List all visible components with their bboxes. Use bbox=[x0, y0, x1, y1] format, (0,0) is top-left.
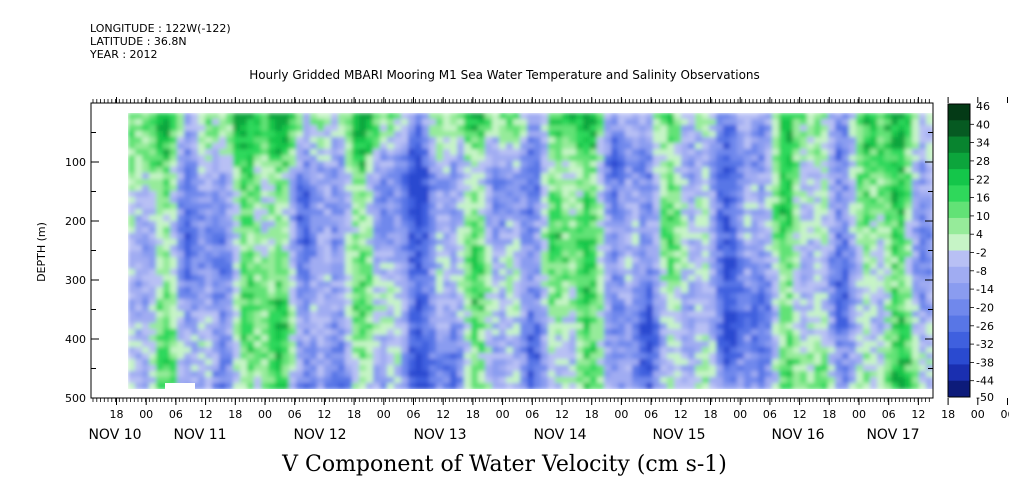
x-hour-label: 06 bbox=[288, 408, 302, 421]
x-hour-label: 00 bbox=[971, 408, 985, 421]
x-hour-label: 12 bbox=[436, 408, 450, 421]
colorbar-label: -26 bbox=[976, 320, 994, 333]
colorbar-band bbox=[948, 283, 970, 300]
x-hour-label: 18 bbox=[941, 408, 955, 421]
x-hour-label: 00 bbox=[139, 408, 153, 421]
y-tick-label: 100 bbox=[65, 156, 86, 169]
x-hour-label: 06 bbox=[525, 408, 539, 421]
colorbar-band bbox=[948, 201, 970, 219]
colorbar-band bbox=[948, 217, 970, 235]
x-date-label: NOV 12 bbox=[293, 427, 346, 443]
x-hour-label: 00 bbox=[258, 408, 272, 421]
x-hour-label: 18 bbox=[347, 408, 361, 421]
colorbar-label: 34 bbox=[976, 137, 990, 150]
y-axis-label: DEPTH (m) bbox=[35, 222, 48, 282]
colorbar-label: 4 bbox=[976, 228, 983, 241]
x-hour-label: 06 bbox=[882, 408, 896, 421]
colorbar-band bbox=[948, 234, 970, 251]
colorbar-label: 22 bbox=[976, 173, 990, 186]
colorbar-band bbox=[948, 266, 970, 284]
x-hour-label: 12 bbox=[199, 408, 213, 421]
x-date-label: NOV 11 bbox=[173, 427, 226, 443]
colorbar-label: 40 bbox=[976, 118, 990, 131]
colorbar-band bbox=[948, 136, 970, 154]
colorbar-band bbox=[948, 299, 970, 317]
x-hour-label: 18 bbox=[585, 408, 599, 421]
longitude-label: LONGITUDE : 122W(-122) bbox=[90, 22, 231, 35]
x-hour-label: 06 bbox=[407, 408, 421, 421]
x-hour-label: 18 bbox=[466, 408, 480, 421]
x-hour-label: 06 bbox=[1001, 408, 1009, 421]
colorbar-label: -50 bbox=[976, 391, 994, 404]
colorbar-label: 46 bbox=[976, 100, 990, 113]
x-hour-label: 18 bbox=[110, 408, 124, 421]
colorbar-band bbox=[948, 104, 970, 121]
x-date-label: NOV 15 bbox=[652, 427, 705, 443]
x-hour-label: 00 bbox=[377, 408, 391, 421]
latitude-label: LATITUDE : 36.8N bbox=[90, 35, 187, 48]
x-hour-label: 00 bbox=[614, 408, 628, 421]
colorbar-band bbox=[948, 250, 970, 268]
x-hour-label: 12 bbox=[317, 408, 331, 421]
x-date-label: NOV 14 bbox=[533, 427, 586, 443]
colorbar-band bbox=[948, 120, 970, 137]
colorbar: 46 40 34 28 22 16 10 4 -2 -8 -14 -20 -26 -32 -38 -44 -50 bbox=[947, 100, 994, 404]
colorbar-label: 28 bbox=[976, 155, 990, 168]
colorbar-band bbox=[948, 348, 970, 365]
colorbar-label: -8 bbox=[976, 265, 987, 278]
colorbar-label: -2 bbox=[976, 247, 987, 260]
heatmap-area bbox=[128, 113, 933, 389]
y-tick-label: 200 bbox=[65, 215, 86, 228]
colorbar-label: 16 bbox=[976, 192, 990, 205]
colorbar-label: 10 bbox=[976, 210, 990, 223]
chart-subtitle: V Component of Water Velocity (cm s-1) bbox=[282, 452, 727, 477]
colorbar-band bbox=[948, 364, 970, 382]
x-hour-label: 12 bbox=[674, 408, 688, 421]
year-label: YEAR : 2012 bbox=[90, 48, 158, 61]
y-tick-label: 300 bbox=[65, 274, 86, 287]
x-hour-label: 12 bbox=[911, 408, 925, 421]
colorbar-band bbox=[948, 380, 970, 398]
colorbar-band bbox=[948, 185, 970, 203]
x-hour-label: 18 bbox=[228, 408, 242, 421]
colorbar-band bbox=[948, 315, 970, 333]
x-hour-label: 12 bbox=[793, 408, 807, 421]
colorbar-band bbox=[948, 169, 970, 186]
x-hour-label: 06 bbox=[169, 408, 183, 421]
x-date-label: NOV 16 bbox=[771, 427, 824, 443]
x-hour-label: 00 bbox=[496, 408, 510, 421]
x-date-label: NOV 10 bbox=[88, 427, 141, 443]
y-tick-label: 400 bbox=[65, 333, 86, 346]
colorbar-label: -38 bbox=[976, 356, 994, 369]
colorbar-band bbox=[948, 331, 970, 349]
x-hour-label: 12 bbox=[555, 408, 569, 421]
chart-title: Hourly Gridded MBARI Mooring M1 Sea Wate… bbox=[249, 68, 760, 82]
y-tick-label: 500 bbox=[65, 392, 86, 405]
x-date-label: NOV 17 bbox=[866, 427, 919, 443]
x-hour-label: 00 bbox=[733, 408, 747, 421]
x-hour-label: 00 bbox=[852, 408, 866, 421]
colorbar-band bbox=[948, 152, 970, 170]
colorbar-label: -44 bbox=[976, 375, 994, 388]
x-date-label: NOV 13 bbox=[413, 427, 466, 443]
colorbar-label: -14 bbox=[976, 283, 994, 296]
x-hour-label: 06 bbox=[763, 408, 777, 421]
x-hour-label: 18 bbox=[704, 408, 718, 421]
colorbar-label: -32 bbox=[976, 338, 994, 351]
x-hour-label: 18 bbox=[822, 408, 836, 421]
x-hour-label: 06 bbox=[644, 408, 658, 421]
colorbar-label: -20 bbox=[976, 301, 994, 314]
